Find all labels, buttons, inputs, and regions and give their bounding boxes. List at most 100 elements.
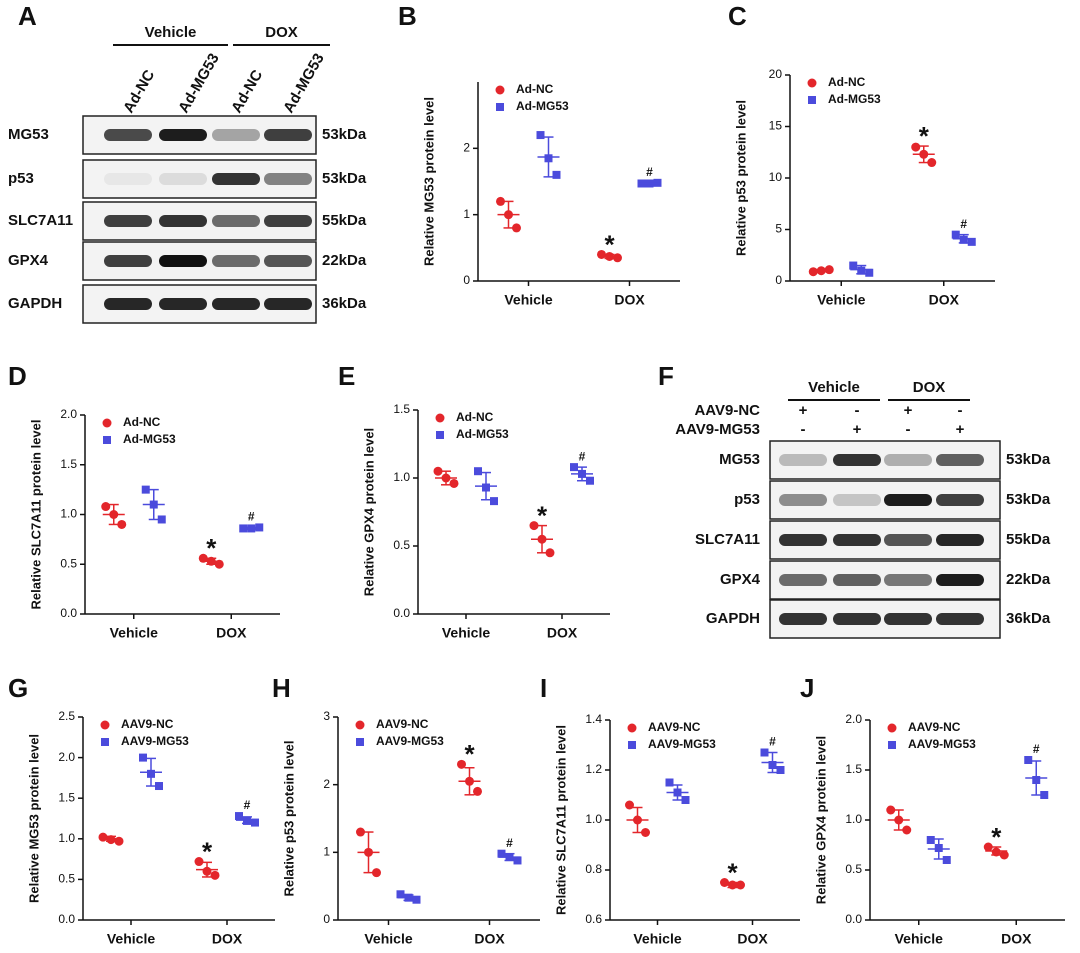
significance-mark: * xyxy=(537,500,548,530)
x-tick-label: Vehicle xyxy=(107,931,155,947)
x-tick-label: DOX xyxy=(474,931,505,947)
legend-marker xyxy=(102,418,112,428)
blot-band xyxy=(936,613,984,625)
y-tick-label: 1.4 xyxy=(585,712,602,726)
y-tick-label: 0.0 xyxy=(60,606,77,620)
panel-letter: A xyxy=(18,1,37,31)
data-point xyxy=(512,223,521,233)
lane-label: Ad-MG53 xyxy=(175,50,223,116)
significance-mark: # xyxy=(960,217,967,231)
y-tick-label: 0.8 xyxy=(585,862,602,876)
blot-band xyxy=(884,613,932,625)
data-point xyxy=(911,142,921,152)
blot-band xyxy=(212,173,260,185)
significance-mark: # xyxy=(579,449,586,463)
significance-mark: # xyxy=(646,165,653,179)
x-tick-label: Vehicle xyxy=(817,292,865,308)
blot-band xyxy=(104,129,152,141)
blot-band xyxy=(159,298,207,310)
y-tick-label: 1.5 xyxy=(393,402,410,416)
data-point xyxy=(433,466,443,476)
data-point xyxy=(570,463,578,472)
blot-band xyxy=(833,613,881,625)
legend-marker xyxy=(495,85,505,95)
legend-label: AAV9-MG53 xyxy=(648,737,716,751)
blot-band xyxy=(884,494,932,506)
protein-label: SLC7A11 xyxy=(695,531,760,548)
protein-label: GPX4 xyxy=(720,571,761,588)
data-point xyxy=(194,857,204,867)
x-tick-label: Vehicle xyxy=(633,931,681,947)
data-point xyxy=(117,519,127,529)
legend-label: Ad-NC xyxy=(516,82,554,96)
legend-label: Ad-MG53 xyxy=(828,92,881,106)
panel-letter: J xyxy=(800,673,814,703)
blot-band xyxy=(779,534,827,546)
significance-mark: * xyxy=(202,836,213,866)
significance-mark: # xyxy=(1033,742,1040,756)
data-point xyxy=(529,521,539,531)
x-tick-label: Vehicle xyxy=(442,625,490,641)
legend-label: Ad-MG53 xyxy=(516,99,569,113)
blot-band xyxy=(159,215,207,227)
y-tick-label: 0.0 xyxy=(393,606,410,620)
blot-band xyxy=(833,574,881,586)
y-tick-label: 0 xyxy=(323,912,330,926)
y-tick-label: 1.0 xyxy=(585,812,602,826)
data-point xyxy=(641,828,650,837)
data-point xyxy=(999,850,1009,860)
y-tick-label: 1.0 xyxy=(60,507,77,521)
data-point xyxy=(808,267,818,277)
data-point xyxy=(255,523,264,532)
size-label: 55kDa xyxy=(1006,531,1051,548)
legend-label: Ad-NC xyxy=(123,415,161,429)
legend-marker xyxy=(808,96,816,104)
panel-letter: G xyxy=(8,673,28,703)
blot-band xyxy=(264,129,312,141)
data-point xyxy=(886,805,896,815)
blot-band xyxy=(264,215,312,227)
protein-label: MG53 xyxy=(719,451,760,468)
data-point xyxy=(1040,791,1049,799)
lane-label: Ad-MG53 xyxy=(280,50,328,116)
significance-mark: * xyxy=(727,857,738,887)
y-tick-label: 0.5 xyxy=(60,556,77,570)
size-label: 53kDa xyxy=(322,170,367,187)
blot-band xyxy=(104,215,152,227)
treatment-mark: - xyxy=(958,402,963,419)
blot-band xyxy=(779,494,827,506)
y-tick-label: 10 xyxy=(769,170,783,184)
blot-band xyxy=(779,574,827,586)
data-point xyxy=(824,265,834,275)
blot-band xyxy=(884,574,932,586)
blot-band xyxy=(159,129,207,141)
size-label: 22kDa xyxy=(1006,571,1051,588)
protein-label: GAPDH xyxy=(706,610,760,627)
protein-label: MG53 xyxy=(8,126,49,143)
legend-marker xyxy=(435,413,445,423)
group-label: DOX xyxy=(265,24,298,41)
y-axis-label: Relative p53 protein level xyxy=(733,100,748,256)
y-tick-label: 3 xyxy=(323,709,330,723)
legend-marker xyxy=(627,723,637,733)
blot-band xyxy=(264,298,312,310)
treatment-mark: + xyxy=(799,402,808,419)
y-tick-label: 1 xyxy=(463,207,470,221)
legend-marker xyxy=(103,436,111,444)
legend-marker xyxy=(436,431,444,439)
blot-band xyxy=(833,534,881,546)
lane-label: Ad-NC xyxy=(228,67,266,116)
treatment-label: AAV9-NC xyxy=(694,402,760,419)
legend-marker xyxy=(356,738,364,746)
size-label: 53kDa xyxy=(1006,491,1051,508)
x-tick-label: DOX xyxy=(1001,931,1032,947)
data-point xyxy=(139,753,147,762)
blot-band xyxy=(833,494,881,506)
blot-band xyxy=(779,454,827,466)
x-tick-label: Vehicle xyxy=(895,931,943,947)
x-tick-label: Vehicle xyxy=(504,292,552,308)
data-point xyxy=(760,748,769,757)
panel-letter: E xyxy=(338,361,355,391)
legend-label: AAV9-NC xyxy=(376,717,429,731)
